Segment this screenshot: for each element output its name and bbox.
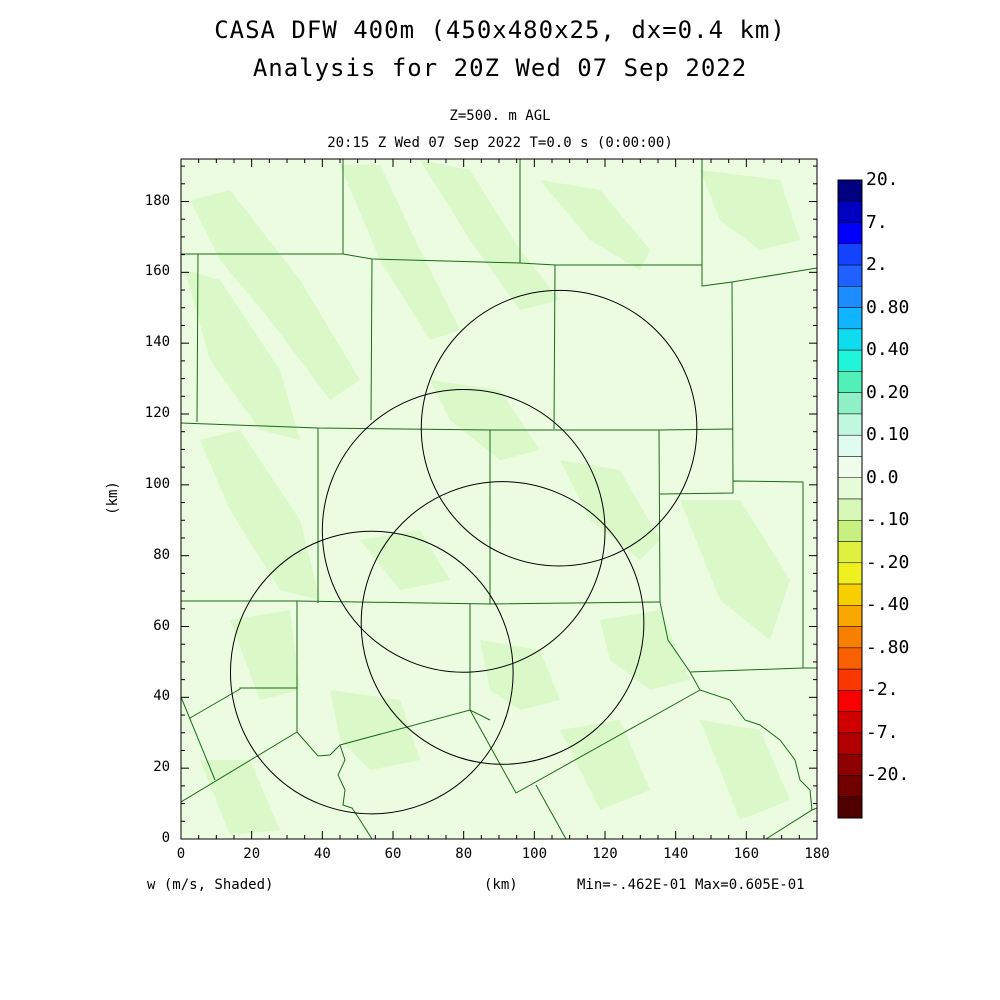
radar-ring-3: [360, 481, 645, 765]
colorbar-label: -.40: [866, 594, 910, 616]
x-tick-label: 160: [733, 846, 760, 862]
field-label: w (m/s, Shaded): [147, 877, 274, 893]
colorbar-swatch: [837, 562, 863, 585]
colorbar-swatch: [837, 349, 863, 372]
colorbar-swatch: [837, 392, 863, 415]
colorbar-label: -20.: [866, 764, 910, 786]
colorbar-swatch: [837, 711, 863, 734]
w-field-shading: [185, 160, 800, 835]
x-axis-label: (km): [484, 877, 518, 893]
x-tick-label: 80: [455, 846, 473, 862]
colorbar-label: -2.: [866, 679, 899, 701]
radar-ring-2: [321, 389, 606, 673]
colorbar-swatch: [837, 690, 863, 712]
x-tick-label: 140: [663, 846, 689, 862]
colorbar-swatch: [837, 647, 863, 670]
radar-range-rings: [229, 289, 698, 815]
colorbar-swatch: [837, 286, 863, 308]
colorbar-swatch: [837, 541, 863, 564]
colorbar-label: 0.0: [866, 466, 899, 488]
y-tick-label: 140: [144, 334, 171, 351]
x-tick-label: 40: [313, 846, 331, 862]
colorbar-label: -.80: [866, 636, 910, 658]
min-max-stats: Min=-.462E-01 Max=0.605E-01: [577, 877, 805, 893]
y-tick-label: 0: [161, 830, 171, 846]
colorbar-label: 0.20: [866, 381, 910, 403]
colorbar-label: -.10: [866, 509, 910, 531]
colorbar-label: 0.80: [866, 296, 910, 318]
colorbar-swatch: [837, 201, 863, 223]
x-tick-label: 60: [384, 846, 402, 862]
y-tick-label: 160: [144, 263, 171, 280]
colorbar-swatch: [837, 732, 863, 755]
colorbar-swatch: [837, 753, 863, 776]
colorbar-swatch: [837, 243, 863, 266]
valid-time-label: 20:15 Z Wed 07 Sep 2022 T=0.0 s (0:00:00…: [327, 135, 673, 151]
radar-ring-4: [229, 530, 514, 815]
x-tick-label: 0: [176, 846, 186, 862]
colorbar-label: 20.: [866, 169, 899, 190]
colorbar-swatch: [837, 434, 863, 457]
colorbar-swatch: [837, 626, 863, 649]
y-tick-label: 120: [144, 405, 171, 421]
y-tick-label: 80: [153, 546, 171, 563]
colorbar-label: 7.: [866, 211, 888, 233]
title-line-1: CASA DFW 400m (450x480x25, dx=0.4 km): [214, 16, 786, 44]
colorbar-swatch: [837, 371, 863, 393]
x-tick-label: 20: [243, 846, 261, 862]
axis-ticks: [180, 159, 818, 840]
colorbar-swatch: [837, 668, 863, 691]
title-line-2: Analysis for 20Z Wed 07 Sep 2022: [252, 54, 748, 82]
colorbar-swatch: [837, 520, 863, 542]
colorbar-label: 0.10: [866, 424, 910, 446]
colorbar-swatch: [837, 179, 863, 202]
x-tick-label: 100: [521, 846, 548, 862]
colorbar: [837, 179, 863, 819]
colorbar-swatch: [837, 498, 863, 521]
x-tick-label: 180: [804, 846, 830, 862]
y-axis-label: (km): [104, 481, 121, 515]
colorbar-swatch: [837, 307, 863, 330]
y-tick-label: 40: [153, 688, 171, 705]
colorbar-swatch: [837, 456, 863, 478]
level-label: Z=500. m AGL: [449, 108, 551, 124]
colorbar-label: 2.: [866, 254, 888, 276]
colorbar-swatch: [837, 775, 863, 797]
colorbar-swatch: [837, 328, 863, 351]
radar-ring-1: [420, 289, 698, 567]
colorbar-swatch: [837, 605, 863, 627]
y-tick-label: 20: [153, 759, 171, 776]
colorbar-swatch: [837, 583, 863, 606]
y-tick-label: 60: [153, 617, 171, 634]
colorbar-swatch: [837, 222, 863, 245]
y-tick-label: 100: [144, 475, 171, 492]
y-tick-label: 180: [144, 192, 171, 209]
colorbar-label: 0.40: [866, 339, 910, 361]
colorbar-frame: [837, 179, 863, 819]
colorbar-label: -7.: [866, 721, 899, 743]
colorbar-swatch: [837, 264, 863, 287]
colorbar-swatch: [837, 796, 863, 819]
colorbar-swatch: [837, 413, 863, 436]
x-tick-label: 120: [592, 846, 618, 862]
colorbar-label: -.20: [866, 551, 910, 573]
county-boundaries: [181, 159, 817, 839]
colorbar-swatch: [837, 477, 863, 500]
